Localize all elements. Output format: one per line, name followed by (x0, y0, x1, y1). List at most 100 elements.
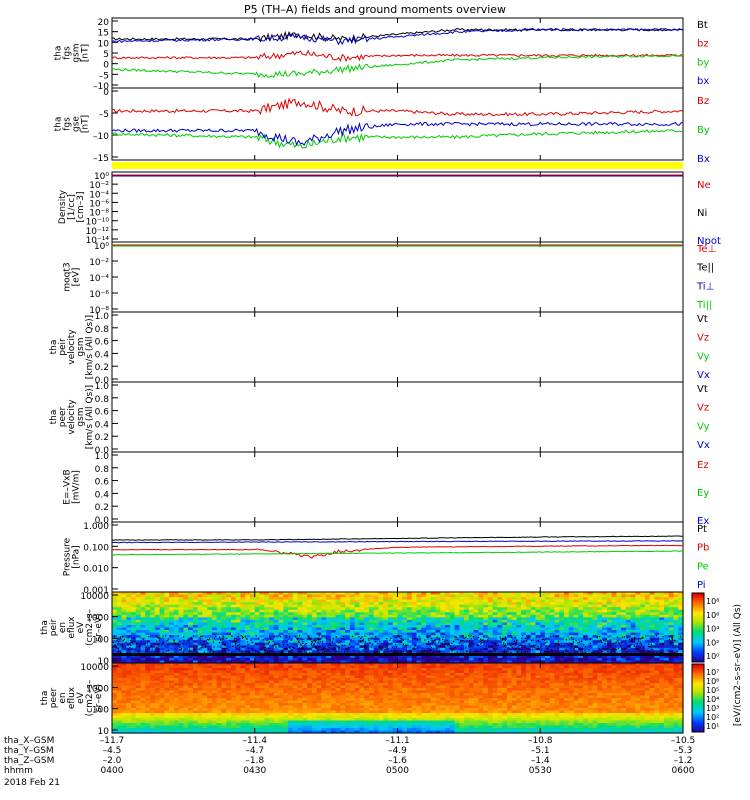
peer_eflux-cell (140, 698, 146, 702)
peir_eflux-cell (478, 619, 484, 623)
peer_eflux-cell (321, 678, 327, 682)
pressure-ytick-label: 0.001 (83, 586, 109, 596)
peir_eflux-cell (625, 630, 632, 634)
peir_eflux-cell (254, 604, 261, 608)
peir_eflux-cell (292, 614, 299, 618)
peir_eflux-cell (235, 614, 242, 618)
peer_eflux-cell (254, 668, 261, 672)
peir_eflux-cell (145, 625, 151, 629)
peir_eflux-cell (330, 602, 337, 606)
peir_eflux-cell (311, 647, 318, 651)
peer_eflux-cell (297, 728, 303, 732)
peir_eflux-cell (278, 627, 284, 631)
peir_eflux-cell (221, 645, 227, 649)
peir_eflux-cell (335, 602, 341, 606)
peer_eflux-cell (330, 678, 337, 682)
peer_eflux-cell (183, 710, 189, 714)
peir_eflux-cell (131, 602, 137, 606)
peir_eflux-cell (506, 650, 513, 654)
peir_eflux-cell (473, 609, 479, 613)
peir_eflux-cell (616, 614, 622, 618)
peer_eflux-cell (126, 680, 132, 684)
peir_eflux-cell (121, 640, 127, 644)
peer_eflux-cell (150, 725, 156, 729)
peer_eflux-cell (335, 710, 341, 714)
peir_eflux-cell (316, 619, 322, 623)
peir_eflux-cell (226, 599, 232, 603)
peir_eflux-cell (188, 617, 194, 621)
peer_eflux-cell (311, 698, 318, 702)
peer_eflux-cell (145, 693, 151, 697)
peir_eflux-cell (159, 630, 165, 634)
peir_eflux-cell (545, 592, 551, 596)
peir_eflux-cell (478, 630, 484, 634)
peir_eflux-cell (164, 637, 170, 641)
peer_eflux-cell (140, 703, 146, 707)
peir_eflux-cell (578, 660, 584, 664)
peer_eflux-cell (278, 720, 284, 724)
peer_eflux-cell (231, 723, 237, 727)
fgs_gsm-legend-Bt: Bt (697, 20, 708, 31)
peer_eflux-cell (269, 693, 275, 697)
peir_eflux-cell (545, 617, 551, 621)
peer_eflux-cell (178, 668, 184, 672)
peir_eflux-cell (407, 625, 413, 629)
peir_eflux-cell (311, 607, 318, 611)
peir_eflux-cell (459, 642, 465, 646)
peer_eflux-cell (112, 718, 118, 722)
peer_eflux-cell (292, 688, 299, 692)
peir_eflux-cell (297, 660, 303, 664)
peer_eflux-cell (302, 693, 308, 697)
peir_eflux-cell (330, 614, 337, 618)
peer_eflux-cell (121, 680, 127, 684)
peir_eflux-cell (388, 612, 394, 616)
peer_eflux-cell (250, 698, 256, 702)
peer_eflux-cell (288, 730, 294, 734)
peir_eflux-cell (273, 640, 280, 644)
peir_eflux-cell (207, 614, 213, 618)
peir_eflux-cell (288, 642, 294, 646)
peer_eflux-cell (216, 698, 223, 702)
peer_eflux-cell (245, 730, 251, 734)
peir_eflux-cell (259, 614, 265, 618)
peir_eflux-cell (426, 627, 432, 631)
peer_eflux-cell (135, 703, 142, 707)
peir_eflux-cell (678, 597, 684, 601)
peir_eflux-cell (178, 635, 184, 639)
peir_eflux-cell (250, 622, 256, 626)
peer_eflux-cell (150, 700, 156, 704)
peir_eflux-cell (378, 594, 384, 598)
peer_eflux-cell (330, 723, 337, 727)
peir_eflux-cell (454, 635, 460, 639)
peir_eflux-cell (573, 609, 579, 613)
peir_eflux-cell (426, 619, 432, 623)
peir_eflux-cell (231, 607, 237, 611)
peer_eflux-cell (292, 670, 299, 674)
peir_eflux-cell (554, 627, 560, 631)
peir_eflux-cell (554, 617, 560, 621)
peir_eflux-cell (421, 627, 427, 631)
peir_eflux-cell (430, 604, 437, 608)
peir_eflux-cell (473, 630, 479, 634)
peir_eflux-cell (673, 632, 679, 636)
peer_eflux-cell (297, 718, 303, 722)
peer_eflux-cell (311, 710, 318, 714)
peir_eflux-cell (221, 660, 227, 664)
peir_eflux-cell (649, 617, 656, 621)
peir_eflux-cell (273, 594, 280, 598)
peir_eflux-cell (245, 627, 251, 631)
peir_eflux-cell (397, 602, 403, 606)
peir_eflux-cell (383, 645, 389, 649)
peir_eflux-cell (487, 632, 494, 636)
peir_eflux-cell (564, 609, 570, 613)
peir_eflux-cell (654, 625, 660, 629)
peer_eflux-cell (183, 705, 189, 709)
peir_eflux-cell (126, 604, 132, 608)
peer_eflux-cell (216, 673, 223, 677)
peir_eflux-cell (464, 594, 470, 598)
peir_eflux-cell (354, 645, 361, 649)
peir_eflux-cell (445, 617, 451, 621)
peer_eflux-cell (269, 670, 275, 674)
peir_eflux-cell (564, 635, 570, 639)
peir_eflux-cell (464, 632, 470, 636)
